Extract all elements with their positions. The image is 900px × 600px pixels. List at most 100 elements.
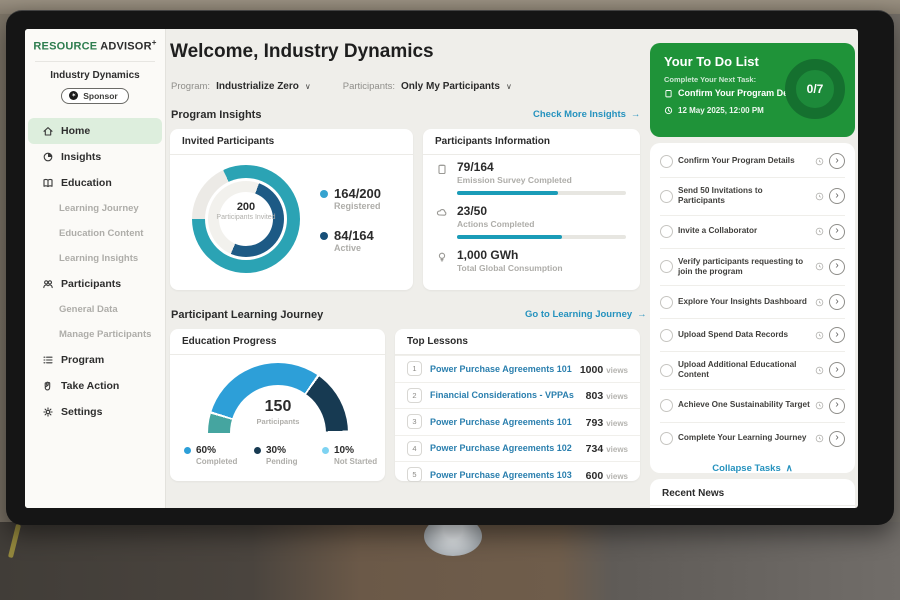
sidebar-item-program[interactable]: Program: [28, 347, 162, 373]
task-open-button[interactable]: ›: [829, 188, 845, 205]
chevron-down-icon[interactable]: ∨: [505, 82, 512, 91]
sidebar-item-manage-participants[interactable]: Manage Participants: [59, 328, 152, 340]
lesson-link[interactable]: Power Purchase Agreements 103: [430, 469, 572, 480]
info-icon[interactable]: [815, 192, 824, 201]
donut-center-label: 200 Participants Invited: [216, 201, 276, 221]
info-icon[interactable]: [815, 227, 824, 236]
lesson-link[interactable]: Financial Considerations - VPPAs: [430, 390, 574, 401]
lesson-rank: 1: [407, 361, 422, 377]
sponsor-badge: ✶ Sponsor: [61, 87, 129, 104]
task-row[interactable]: Complete Your Learning Journey ›: [660, 421, 845, 455]
check-more-insights-link[interactable]: Check More Insights →: [533, 109, 641, 120]
education-gauge-chart: [208, 363, 348, 433]
info-icon[interactable]: [815, 262, 824, 271]
task-open-button[interactable]: ›: [829, 430, 845, 447]
task-row[interactable]: Verify participants requesting to join t…: [660, 247, 845, 286]
lesson-row: 5 Power Purchase Agreements 103 600 views: [395, 461, 640, 488]
arrow-right-icon: →: [637, 309, 647, 320]
info-icon[interactable]: [815, 366, 824, 375]
task-checkbox[interactable]: [660, 189, 673, 203]
info-icon[interactable]: [815, 331, 824, 340]
lesson-link[interactable]: Power Purchase Agreements 101: [430, 416, 572, 427]
task-checkbox[interactable]: [660, 295, 673, 309]
todo-progress-value: 0/7: [806, 82, 824, 96]
task-open-button[interactable]: ›: [829, 294, 845, 310]
divider: [35, 60, 155, 62]
go-to-learning-journey-link[interactable]: Go to Learning Journey →: [525, 309, 647, 320]
task-row[interactable]: Invite a Collaborator ›: [660, 214, 845, 248]
todo-subtitle: Complete Your Next Task:: [664, 75, 757, 84]
participants-filter-select[interactable]: Only My Participants: [401, 81, 500, 92]
lesson-rank: 2: [407, 387, 422, 403]
recent-news-header: Recent News: [650, 479, 855, 506]
task-open-button[interactable]: ›: [829, 153, 845, 169]
sidebar-item-settings[interactable]: Settings: [28, 399, 162, 425]
invited-donut-chart: 200 Participants Invited: [192, 165, 300, 273]
logo-plus: +: [151, 38, 157, 47]
stat-emission-survey: 79/164 Emission Survey Completed: [435, 160, 628, 185]
list-icon: [41, 353, 54, 366]
task-open-button[interactable]: ›: [829, 327, 845, 343]
task-row[interactable]: Send 50 Invitations to Participants ›: [660, 177, 845, 215]
emission-survey-progress-bar: [457, 191, 626, 195]
sidebar-nav: Home Insights Education Learning Journey: [25, 117, 165, 425]
lesson-row: 1 Power Purchase Agreements 101 1000 view…: [395, 355, 640, 382]
sidebar-item-general-data[interactable]: General Data: [59, 303, 118, 315]
legend-registered: 164/200 Registered: [320, 186, 381, 211]
sidebar-item-learning-journey[interactable]: Learning Journey: [59, 202, 139, 214]
task-checkbox[interactable]: [660, 225, 673, 238]
lesson-link[interactable]: Power Purchase Agreements 102: [430, 443, 572, 454]
task-row[interactable]: Upload Additional Educational Content ›: [660, 351, 845, 389]
monitor-bezel: RESOURCE ADVISOR+ Industry Dynamics ✶ Sp…: [6, 10, 894, 525]
sidebar-item-participants[interactable]: Participants: [28, 271, 162, 297]
dashboard-screen: RESOURCE ADVISOR+ Industry Dynamics ✶ Sp…: [25, 29, 858, 508]
todo-task-list: Confirm Your Program Details › Send 50 I…: [650, 143, 855, 474]
actions-icon: [435, 205, 449, 229]
task-open-button[interactable]: ›: [829, 397, 845, 414]
info-icon[interactable]: [815, 401, 824, 410]
info-icon[interactable]: [815, 157, 824, 166]
task-checkbox[interactable]: [660, 328, 673, 342]
sidebar-item-education-content[interactable]: Education Content: [59, 227, 144, 239]
lesson-rank: 3: [407, 414, 422, 430]
clipboard-icon: [665, 89, 672, 97]
education-icon: [41, 176, 54, 189]
todo-title: Your To Do List: [664, 54, 759, 69]
invited-participants-card: Invited Participants 200 Participants In…: [170, 129, 413, 290]
participants-icon: [41, 277, 54, 290]
task-checkbox[interactable]: [660, 363, 673, 377]
lesson-row: 2 Financial Considerations - VPPAs 803 vi…: [395, 381, 640, 409]
collapse-tasks-link[interactable]: Collapse Tasks ∧: [712, 462, 793, 474]
info-icon[interactable]: [815, 298, 824, 307]
sponsor-badge-icon: ✶: [69, 91, 79, 101]
task-open-button[interactable]: ›: [829, 258, 845, 275]
sidebar-item-take-action[interactable]: Take Action: [28, 373, 162, 399]
task-row[interactable]: Confirm Your Program Details ›: [660, 145, 845, 177]
task-checkbox[interactable]: [660, 432, 673, 445]
chevron-down-icon[interactable]: ∨: [304, 82, 311, 91]
survey-icon: [435, 161, 449, 185]
task-row[interactable]: Explore Your Insights Dashboard ›: [660, 285, 845, 318]
program-filter-select[interactable]: Industrialize Zero: [216, 81, 299, 92]
education-progress-card: Education Progress 150 Participants 60% …: [170, 329, 385, 481]
task-checkbox[interactable]: [660, 260, 673, 274]
sidebar-item-learning-insights[interactable]: Learning Insights: [59, 252, 139, 264]
program-filter-label: Program:: [171, 81, 211, 92]
sidebar-item-insights[interactable]: Insights: [28, 144, 162, 170]
task-checkbox[interactable]: [660, 399, 673, 412]
sidebar-item-education[interactable]: Education: [28, 170, 162, 196]
task-open-button[interactable]: ›: [829, 362, 845, 379]
clock-icon: [664, 106, 673, 115]
task-open-button[interactable]: ›: [829, 223, 845, 240]
task-row[interactable]: Achieve One Sustainability Target ›: [660, 388, 845, 422]
task-row[interactable]: Upload Spend Data Records ›: [660, 318, 845, 351]
recent-news-card: Recent News: [650, 479, 855, 508]
lesson-link[interactable]: Power Purchase Agreements 101: [430, 363, 572, 374]
info-icon[interactable]: [815, 434, 824, 443]
stat-bar-fill: [457, 191, 559, 195]
app-logo: RESOURCE ADVISOR+: [25, 29, 165, 53]
gauge-legend-not-started: 10% Not Started: [322, 445, 377, 466]
task-checkbox[interactable]: [660, 154, 673, 168]
sidebar-item-home[interactable]: Home: [28, 117, 162, 144]
